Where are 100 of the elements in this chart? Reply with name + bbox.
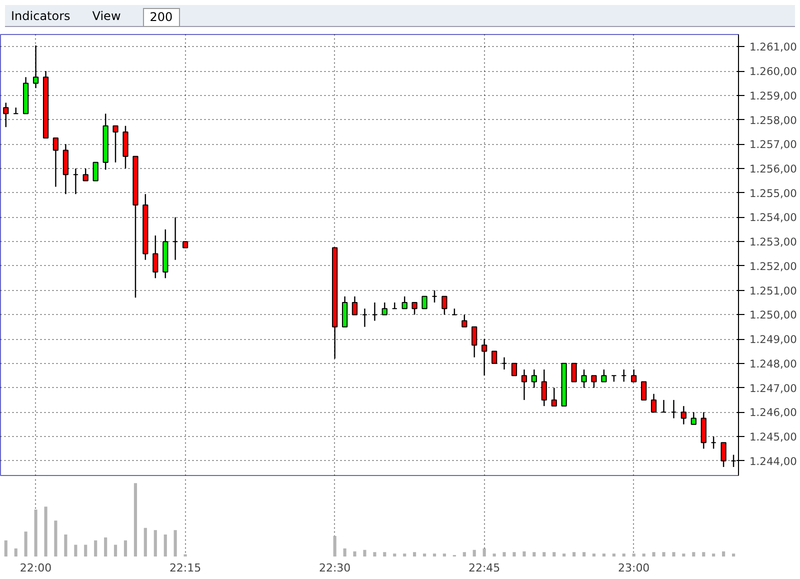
candlestick xyxy=(551,387,557,407)
candlestick xyxy=(581,368,587,388)
candlestick xyxy=(690,412,696,425)
bar xyxy=(462,552,466,556)
bar xyxy=(74,544,78,556)
bar xyxy=(592,554,596,556)
bar xyxy=(472,550,476,556)
y-tick-label: 1.257,00 xyxy=(750,138,798,152)
candlestick xyxy=(152,234,158,279)
bar xyxy=(732,554,736,556)
bar xyxy=(24,532,28,556)
bar xyxy=(422,554,426,556)
bar xyxy=(682,554,686,556)
y-tick-label: 1.254,00 xyxy=(750,211,798,224)
y-tick-label: 1.248,00 xyxy=(750,357,798,370)
y-tick-label: 1.247,00 xyxy=(750,382,798,395)
x-tick-label: 22:45 xyxy=(468,562,500,574)
bar xyxy=(562,554,566,556)
bar xyxy=(512,552,516,556)
bar xyxy=(482,548,486,556)
bar xyxy=(532,552,536,556)
candlestick xyxy=(32,44,39,89)
candlestick xyxy=(52,137,59,188)
y-tick-label: 1.255,00 xyxy=(750,186,798,200)
candlestick xyxy=(402,296,408,310)
y-tick-label: 1.261,00 xyxy=(750,40,798,54)
bar xyxy=(114,544,118,556)
y-tick-label: 1.259,00 xyxy=(750,89,798,102)
bar xyxy=(612,554,616,556)
bar xyxy=(343,548,346,556)
candlestick xyxy=(670,399,677,419)
candlestick xyxy=(352,296,358,316)
text: Indicators xyxy=(11,9,70,23)
bar xyxy=(722,551,726,556)
candlestick xyxy=(621,368,627,382)
bar xyxy=(712,554,716,556)
candlestick xyxy=(521,368,528,401)
candlestick xyxy=(482,338,488,376)
candlestick xyxy=(422,296,428,310)
y-tick-label: 1.256,00 xyxy=(750,162,798,176)
bar xyxy=(383,552,386,556)
y-tick-label: 1.245,00 xyxy=(750,430,798,444)
bar xyxy=(363,550,366,556)
candlestick xyxy=(72,168,78,195)
bar xyxy=(84,544,88,556)
bar xyxy=(174,530,177,556)
candlestick xyxy=(501,356,508,370)
x-tick-label: 22:30 xyxy=(318,562,351,574)
bar xyxy=(552,552,556,556)
y-tick-label: 1.260,00 xyxy=(750,65,798,78)
bar xyxy=(702,552,706,556)
candlestick xyxy=(372,302,378,322)
x-tick-label: 23:00 xyxy=(618,562,650,574)
bar xyxy=(492,554,496,556)
bar xyxy=(373,552,376,556)
y-tick-label: 1.250,00 xyxy=(750,308,798,322)
bar xyxy=(403,554,406,556)
bar xyxy=(14,548,18,556)
bar xyxy=(642,554,646,556)
candlestick xyxy=(492,350,498,364)
bar xyxy=(134,483,138,556)
candlestick xyxy=(432,290,438,304)
y-tick-label: 1.251,00 xyxy=(750,284,798,298)
candlestick xyxy=(631,368,637,382)
candlestick xyxy=(112,125,118,164)
bar xyxy=(522,551,526,556)
bar xyxy=(164,534,167,556)
bar xyxy=(572,552,576,556)
bar xyxy=(412,552,416,556)
bar xyxy=(622,554,626,556)
candlestick xyxy=(462,314,468,328)
bar xyxy=(542,552,546,556)
candlestick xyxy=(382,302,388,316)
bar xyxy=(632,554,636,556)
bar xyxy=(353,551,356,556)
candlestick xyxy=(172,216,178,260)
candlestick xyxy=(660,399,667,413)
bar xyxy=(64,534,68,556)
text: 200 xyxy=(142,8,180,28)
y-tick-label: 1.249,00 xyxy=(750,333,798,346)
candlestick xyxy=(680,405,686,425)
candlestick xyxy=(571,362,577,382)
bar xyxy=(602,554,606,556)
candlestick xyxy=(591,375,597,388)
candlestick xyxy=(3,102,9,128)
bar xyxy=(692,552,696,556)
bar xyxy=(154,530,157,556)
candlestick xyxy=(720,442,726,468)
y-tick-label: 1.246,00 xyxy=(750,406,798,420)
bar xyxy=(672,552,676,556)
bar xyxy=(4,540,8,556)
bar xyxy=(144,528,147,556)
bar xyxy=(502,552,506,556)
candlestick xyxy=(601,368,607,382)
candlestick xyxy=(82,168,88,182)
candlestick xyxy=(362,308,368,328)
candlestick xyxy=(412,302,418,316)
bar xyxy=(442,554,446,556)
y-tick-label: 1.258,00 xyxy=(750,114,798,127)
y-tick-label: 1.252,00 xyxy=(750,260,798,273)
